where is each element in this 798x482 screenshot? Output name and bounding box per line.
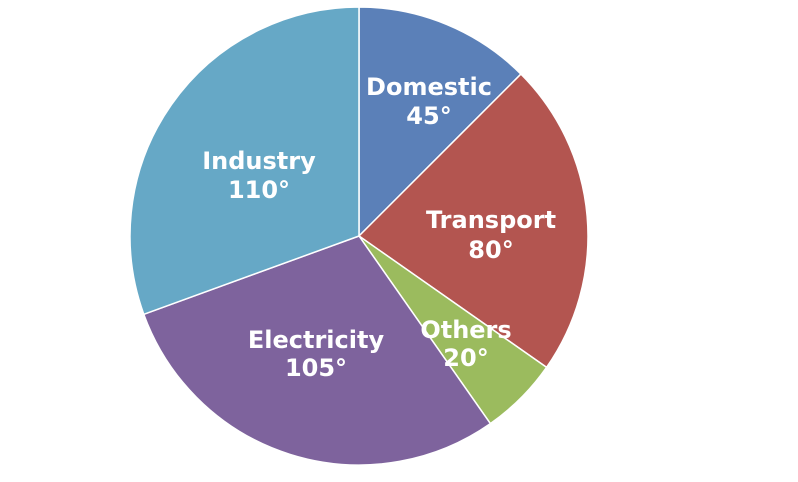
slice-label-others: Others [420, 316, 511, 344]
slice-value-transport: 80° [468, 236, 513, 264]
slice-label-electricity: Electricity [248, 326, 385, 354]
slice-value-industry: 110° [228, 176, 290, 204]
pie-slice-electricity [142, 235, 492, 466]
pie-slice-industry [129, 6, 360, 316]
pie-slice-transport [357, 73, 589, 369]
slice-value-electricity: 105° [285, 354, 347, 382]
pie-slice-domestic [358, 6, 522, 238]
slice-value-others: 20° [443, 344, 488, 372]
slice-label-transport: Transport [426, 206, 556, 234]
slice-label-industry: Industry [202, 147, 316, 175]
slice-value-domestic: 45° [406, 102, 451, 130]
slice-label-domestic: Domestic [366, 73, 492, 101]
pie-slices [129, 6, 589, 466]
